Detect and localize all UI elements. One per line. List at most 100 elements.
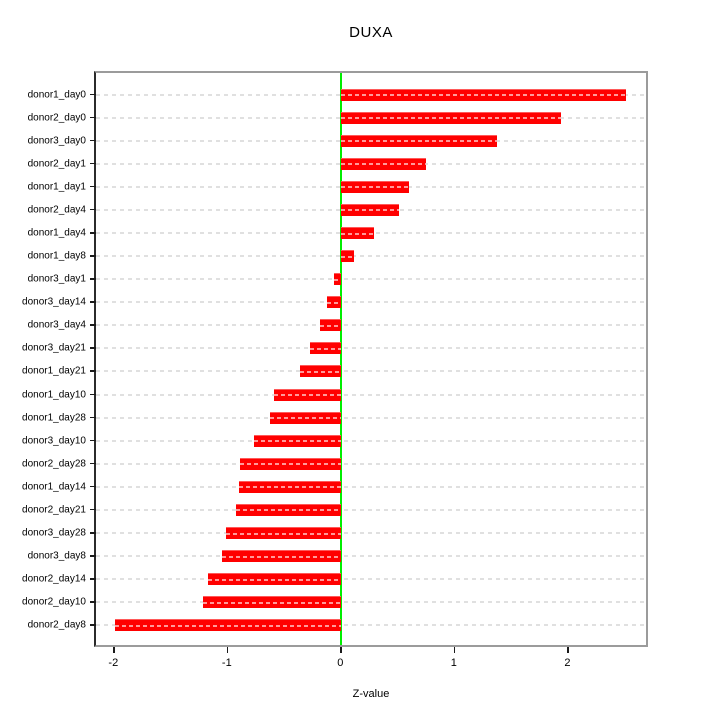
bar [340, 134, 498, 147]
y-axis-label: donor2_day8 [27, 619, 86, 631]
y-axis-label: donor2_day14 [22, 573, 86, 585]
gridline [96, 532, 646, 535]
bar [203, 596, 341, 609]
bar-row: donor2_day21 [22, 498, 646, 521]
bar-row: donor1_day28 [22, 406, 646, 429]
y-axis-tick [90, 532, 96, 534]
bar-row: donor2_day1 [28, 152, 646, 175]
bar-shading-dashes [274, 394, 341, 397]
bar-row: donor2_day28 [22, 452, 646, 475]
y-axis-label: donor2_day10 [22, 596, 86, 608]
x-axis-tick [226, 647, 229, 653]
gridline [96, 439, 646, 442]
y-axis-tick [90, 416, 96, 419]
x-axis-tick [340, 647, 342, 653]
gridline [96, 255, 646, 258]
y-axis-label: donor1_day8 [27, 250, 86, 262]
bar-row: donor3_day1 [28, 268, 646, 291]
y-axis-label: donor3_day8 [27, 550, 86, 562]
bar-shading-dashes [340, 232, 375, 235]
bar [225, 527, 341, 540]
y-axis-tick [90, 485, 96, 488]
bar [207, 573, 341, 586]
bar-shading-dashes [115, 624, 341, 627]
gridline [96, 601, 646, 604]
bar [340, 250, 355, 263]
y-axis-label: donor3_day21 [22, 342, 86, 354]
bar-shading-dashes [207, 578, 341, 581]
bar-shading-dashes [240, 463, 341, 466]
bar [240, 457, 341, 470]
bar [253, 434, 341, 447]
bar-row: donor1_day14 [22, 475, 646, 498]
bar-shading-dashes [235, 509, 341, 512]
bar [299, 365, 341, 378]
x-axis-tick [113, 647, 115, 653]
bar-row: donor1_day4 [28, 221, 646, 244]
bar-row: donor3_day4 [28, 314, 646, 337]
bar-shading-dashes [340, 209, 400, 212]
bar-shading-dashes [340, 140, 498, 143]
y-axis-label: donor1_day10 [22, 389, 86, 401]
bar [235, 503, 341, 516]
bar-row: donor2_day4 [28, 198, 646, 221]
bar [340, 180, 410, 193]
y-axis-tick [90, 578, 96, 580]
x-axis-tick-label: 1 [450, 657, 457, 669]
gridline [96, 393, 646, 396]
x-axis-tick-label: -2 [108, 657, 119, 669]
y-axis-tick [90, 255, 96, 257]
y-axis-label: donor2_day21 [22, 504, 86, 516]
y-axis-tick [90, 508, 96, 511]
y-axis-label: donor2_day1 [27, 158, 86, 170]
gridline [96, 555, 646, 558]
y-axis-label: donor3_day0 [27, 135, 86, 147]
x-axis-title: Z-value [352, 688, 390, 700]
gridline [96, 324, 646, 327]
bar-rows-container: donor1_day0 donor2_day0 donor3_day0 donor2_… [22, 83, 646, 637]
bar-shading-dashes [222, 555, 341, 558]
bar-row: donor3_day28 [22, 521, 646, 544]
bar [222, 550, 341, 563]
bar [320, 319, 341, 332]
y-axis-tick [90, 232, 96, 234]
bar-row: donor3_day10 [22, 429, 646, 452]
bar-row: donor3_day21 [22, 337, 646, 360]
bar-shading-dashes [340, 94, 626, 97]
bar [310, 342, 341, 355]
gridline [96, 578, 646, 581]
bar-row: donor2_day8 [28, 614, 646, 637]
y-axis-tick [90, 347, 96, 349]
bar [340, 203, 400, 216]
y-axis-tick [90, 370, 96, 372]
y-axis-tick [90, 393, 96, 396]
gridline [96, 347, 646, 350]
bar-shading-dashes [340, 186, 410, 189]
bar [340, 227, 375, 239]
bar-row: donor3_day8 [28, 545, 646, 568]
gridline [96, 485, 646, 488]
bar [327, 296, 341, 309]
y-axis-label: donor2_day4 [27, 204, 86, 216]
bar-row: donor1_day21 [22, 360, 646, 383]
y-axis-label: donor3_day28 [22, 527, 86, 539]
bar [340, 111, 562, 124]
gridline [96, 370, 646, 373]
bar-shading-dashes [239, 486, 341, 489]
bar-shading-dashes [340, 163, 427, 166]
y-axis-label: donor2_day28 [22, 458, 86, 470]
gridline [96, 301, 646, 304]
bar-shading-dashes [340, 255, 355, 258]
bar-shading-dashes [327, 301, 341, 304]
bar [239, 480, 341, 493]
x-axis-tick-label: -1 [221, 657, 232, 669]
x-axis-tick [453, 647, 456, 653]
y-axis-tick [90, 324, 96, 326]
gridline [96, 624, 646, 627]
bar [340, 88, 626, 101]
bar [333, 273, 341, 286]
x-axis-tick-label: 0 [337, 657, 344, 669]
y-axis-label: donor1_day1 [27, 181, 86, 193]
y-axis-label: donor1_day21 [22, 365, 86, 377]
bar-row: donor1_day1 [28, 175, 646, 198]
